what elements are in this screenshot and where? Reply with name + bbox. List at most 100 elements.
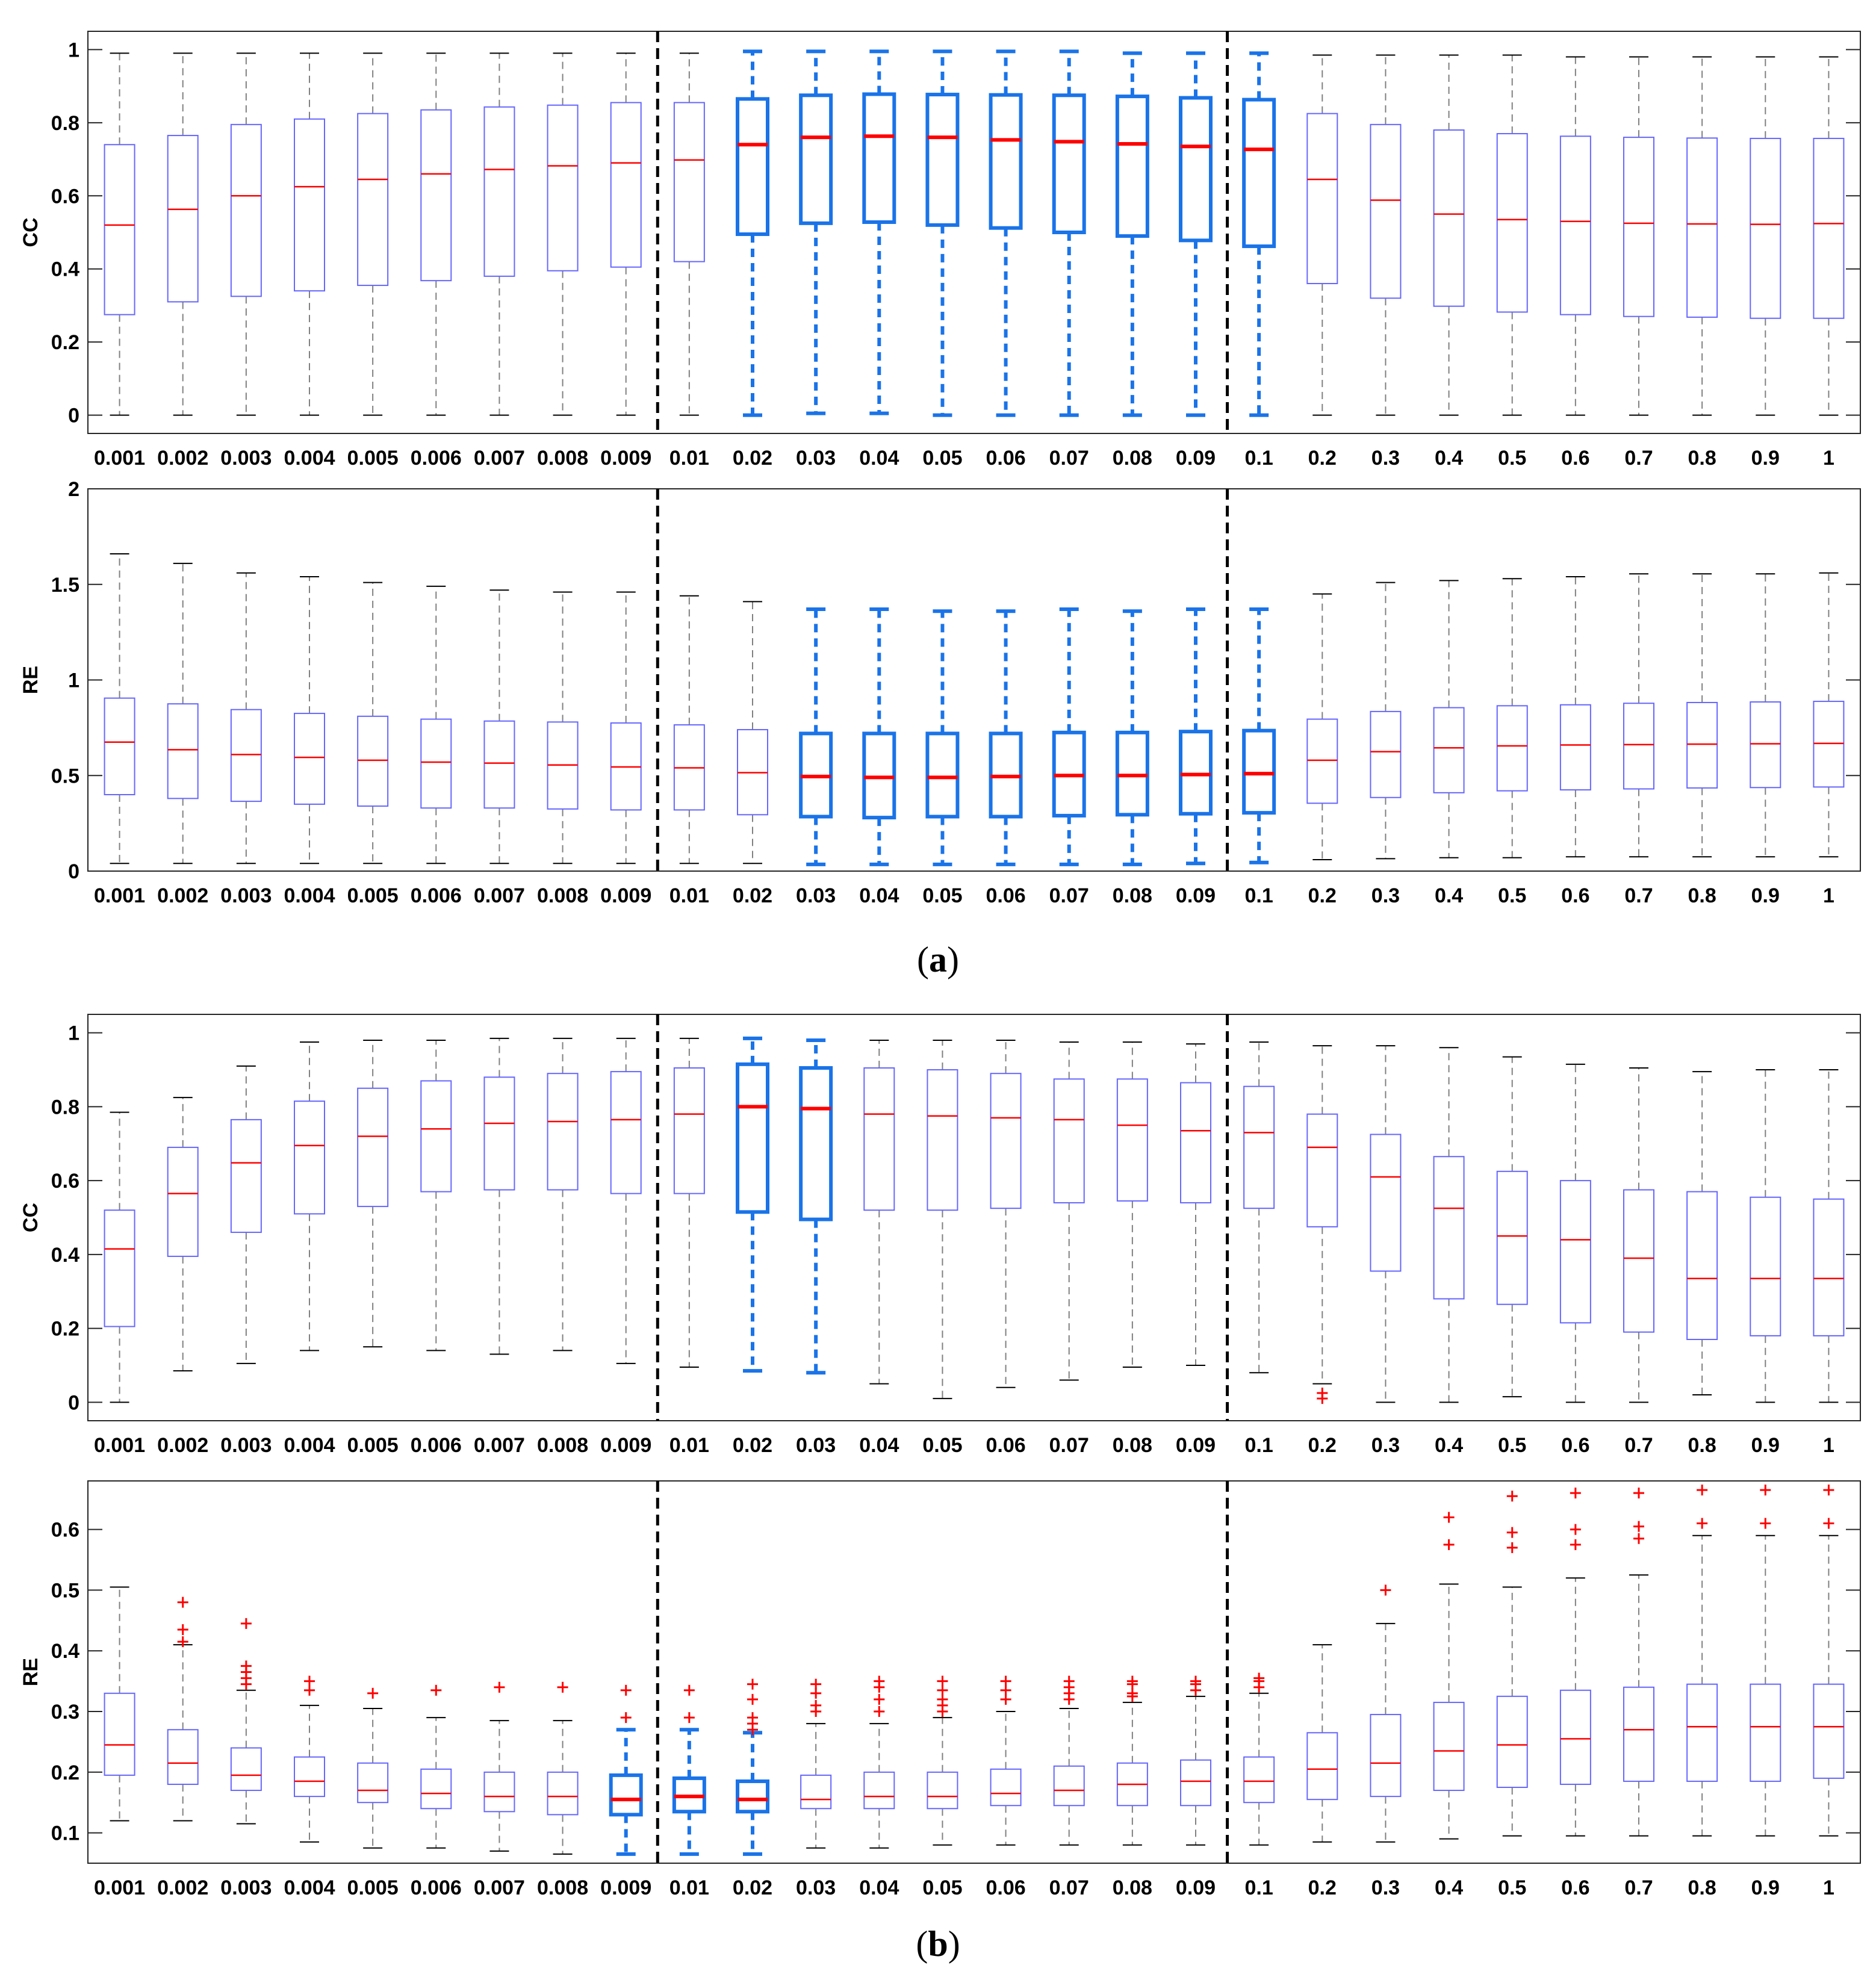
y-tick-label: 0.6 (51, 1170, 79, 1193)
outlier-marker (1000, 1675, 1011, 1687)
x-tick-label: 0.04 (859, 884, 899, 907)
x-tick-label: 0.3 (1371, 1876, 1400, 1899)
x-tick-label: 0.005 (347, 1876, 399, 1899)
box (357, 715, 389, 807)
box (1306, 1113, 1338, 1227)
box (673, 102, 705, 262)
caption-b: (b) (916, 1924, 960, 1964)
x-tick-label: 0.2 (1308, 1434, 1337, 1457)
box (1750, 137, 1781, 319)
x-tick-label: 0.008 (537, 1876, 588, 1899)
outlier-marker (177, 1624, 188, 1635)
box (1686, 1683, 1718, 1782)
x-tick-label: 0.006 (411, 884, 462, 907)
y-tick-label: 0 (68, 860, 79, 883)
x-tick-label: 0.4 (1435, 1434, 1463, 1457)
box (167, 703, 199, 799)
x-tick-label: 0.07 (1049, 884, 1089, 907)
x-tick-label: 0.9 (1751, 1876, 1780, 1899)
x-tick-label: 0.007 (474, 884, 525, 907)
x-tick-label: 0.09 (1176, 1434, 1216, 1457)
box (1306, 113, 1338, 285)
box (420, 109, 452, 282)
box (1686, 701, 1718, 789)
outlier-marker (240, 1660, 252, 1672)
outlier-marker (1126, 1687, 1138, 1699)
x-tick-label: 0.08 (1113, 447, 1152, 470)
outlier-marker (747, 1693, 758, 1705)
box (1433, 1701, 1465, 1792)
box (1750, 701, 1781, 789)
box (104, 1209, 135, 1327)
x-tick-label: 0.07 (1049, 447, 1089, 470)
outlier-marker (240, 1618, 252, 1629)
outlier-marker (683, 1684, 695, 1696)
box (990, 1768, 1022, 1807)
box (483, 1771, 515, 1813)
x-tick-label: 0.7 (1624, 1876, 1653, 1899)
x-tick-label: 0.4 (1435, 1876, 1463, 1899)
x-tick-label: 0.009 (600, 447, 651, 470)
outlier-marker (1823, 1518, 1834, 1529)
box (420, 1768, 452, 1810)
box (483, 720, 515, 809)
x-tick-label: 1 (1823, 447, 1834, 470)
x-tick-label: 0.08 (1113, 884, 1152, 907)
x-tick-label: 0.06 (986, 1876, 1025, 1899)
x-tick-label: 0.009 (600, 884, 651, 907)
y-tick-label: 0.6 (51, 1519, 79, 1542)
y-tick-label: 0.6 (51, 185, 79, 208)
box (1750, 1196, 1781, 1336)
outlier-marker (1570, 1539, 1581, 1550)
box (167, 1729, 199, 1785)
x-tick-label: 0.01 (669, 447, 709, 470)
outlier-marker (1633, 1521, 1644, 1532)
box (736, 1779, 769, 1814)
y-tick-label: 0.4 (51, 258, 79, 281)
outlier-marker (937, 1675, 948, 1687)
y-tick-label: 0.8 (51, 112, 79, 135)
outlier-marker (1760, 1518, 1771, 1529)
box (800, 1774, 832, 1810)
y-axis-label: CC (19, 1203, 42, 1232)
box (799, 1066, 833, 1221)
y-tick-label: 1 (68, 669, 79, 692)
x-tick-label: 0.5 (1498, 1876, 1526, 1899)
box (925, 93, 960, 227)
outlier-marker (1697, 1485, 1708, 1496)
x-tick-label: 0.7 (1624, 447, 1653, 470)
box (357, 113, 389, 287)
outlier-marker (177, 1597, 188, 1608)
box (1496, 705, 1528, 792)
x-tick-label: 0.003 (220, 884, 272, 907)
x-tick-label: 0.01 (669, 1434, 709, 1457)
x-tick-label: 0.08 (1113, 1434, 1152, 1457)
box (1559, 1180, 1591, 1324)
x-tick-label: 0.001 (94, 1876, 145, 1899)
box (610, 102, 642, 268)
box (230, 1119, 262, 1233)
outlier-marker (620, 1684, 632, 1696)
x-tick-label: 0.1 (1245, 447, 1273, 470)
y-tick-label: 1.5 (51, 574, 79, 597)
x-tick-label: 0.007 (474, 447, 525, 470)
x-tick-label: 0.7 (1624, 1434, 1653, 1457)
y-tick-label: 0.2 (51, 331, 79, 354)
box (1686, 1191, 1718, 1340)
box (1306, 1732, 1338, 1801)
x-tick-label: 0.004 (284, 1434, 335, 1457)
y-tick-label: 1 (68, 39, 79, 61)
box (167, 1146, 199, 1257)
panel-b-re-boxplot: 0.1 0.2 0.3 0.4 0.5 0.6 RE 0.001 0.002 0.003 0.004… (19, 1480, 1861, 1899)
x-tick-label: 0.009 (600, 1876, 651, 1899)
box (1496, 1695, 1528, 1789)
box (294, 1756, 325, 1798)
outlier-marker (937, 1684, 948, 1696)
x-tick-label: 0.5 (1498, 884, 1526, 907)
box (420, 718, 452, 809)
x-tick-label: 0.8 (1688, 1876, 1716, 1899)
box (1623, 1686, 1654, 1782)
x-tick-label: 0.004 (284, 447, 335, 470)
x-tick-label: 0.07 (1049, 1876, 1089, 1899)
outlier-marker (1697, 1518, 1708, 1529)
